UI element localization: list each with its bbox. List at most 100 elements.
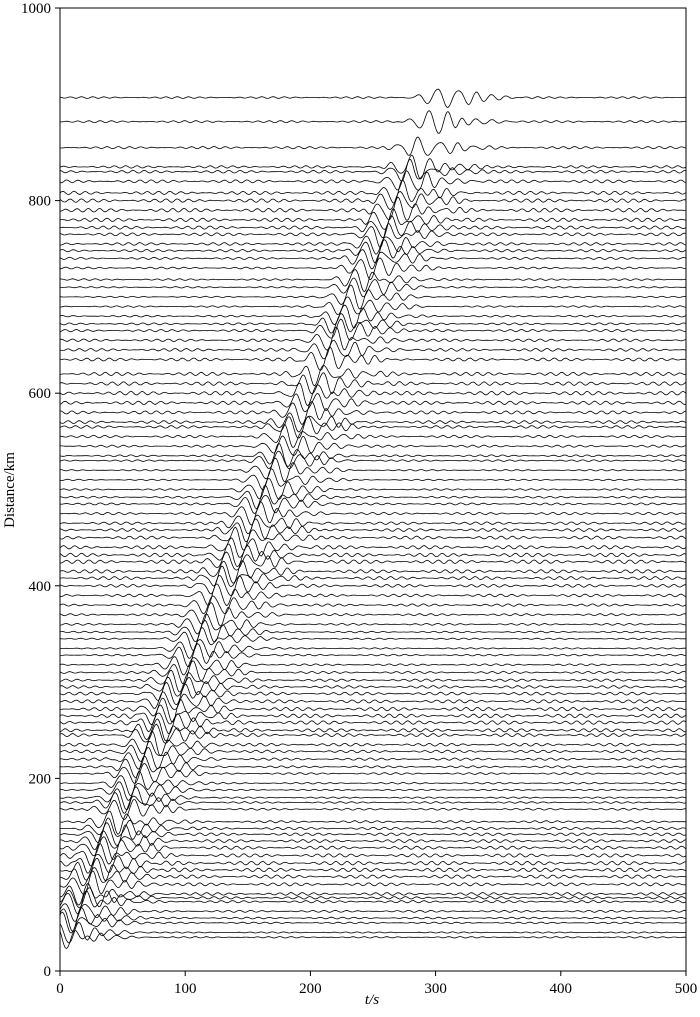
trace — [60, 457, 687, 483]
trace — [59, 792, 687, 814]
trace — [59, 196, 687, 221]
trace — [59, 798, 687, 820]
x-tick-label: 100 — [174, 981, 197, 997]
trace — [59, 501, 687, 526]
trace — [59, 191, 687, 210]
trace — [59, 660, 687, 685]
trace — [59, 543, 687, 568]
trace — [59, 416, 687, 439]
trace — [59, 669, 687, 693]
trace — [59, 88, 687, 108]
trace — [59, 575, 687, 597]
trace — [59, 412, 687, 433]
trace — [60, 697, 687, 723]
trace — [59, 595, 687, 615]
trace — [59, 911, 687, 934]
trace — [60, 755, 687, 779]
trace — [59, 620, 687, 643]
trace — [59, 740, 687, 762]
x-axis-label: t/s — [365, 992, 379, 1008]
trace — [59, 786, 687, 811]
trace — [59, 883, 686, 906]
trace — [59, 853, 686, 874]
trace — [59, 551, 687, 571]
trace — [59, 239, 687, 264]
trace — [59, 159, 687, 182]
trace — [59, 627, 686, 651]
traces — [59, 88, 687, 949]
x-tick-label: 300 — [424, 981, 447, 997]
trace — [59, 723, 687, 744]
trace — [59, 613, 687, 635]
trace — [59, 313, 687, 334]
trace — [59, 346, 687, 371]
trace — [60, 296, 687, 316]
trace — [60, 747, 686, 770]
trace — [59, 484, 686, 510]
trace — [59, 730, 687, 757]
y-tick-label: 0 — [44, 964, 52, 980]
trace — [60, 781, 687, 801]
y-tick-label: 800 — [29, 194, 52, 210]
trace — [59, 681, 687, 706]
trace — [59, 326, 687, 351]
trace — [59, 318, 687, 341]
trace — [59, 382, 687, 407]
trace — [59, 691, 686, 710]
trace — [59, 770, 687, 796]
trace — [59, 269, 687, 293]
trace — [59, 339, 687, 360]
trace — [59, 867, 687, 887]
x-tick-label: 0 — [56, 981, 64, 997]
trace — [60, 401, 687, 425]
x-tick-label: 400 — [550, 981, 573, 997]
trace — [59, 903, 687, 922]
trace — [59, 179, 687, 204]
x-tick-label: 200 — [299, 981, 322, 997]
trace — [60, 830, 687, 851]
y-tick-label: 1000 — [21, 1, 51, 17]
trace — [59, 656, 687, 676]
trace — [59, 712, 687, 735]
trace — [59, 284, 687, 310]
trace — [59, 424, 686, 448]
trace — [59, 518, 686, 543]
trace — [59, 583, 687, 606]
trace — [59, 676, 687, 697]
trace — [59, 494, 686, 514]
trace — [59, 822, 687, 846]
trace — [59, 858, 687, 882]
trace — [59, 887, 687, 909]
trace — [59, 277, 686, 298]
trace — [59, 393, 687, 413]
y-tick-label: 200 — [29, 771, 52, 787]
trace — [59, 537, 687, 558]
trace — [59, 810, 687, 835]
trace — [59, 643, 687, 668]
trace — [59, 208, 687, 230]
trace — [59, 257, 686, 281]
trace — [59, 372, 687, 395]
trace — [59, 602, 687, 627]
trace — [59, 836, 687, 860]
trace — [59, 154, 687, 180]
trace — [59, 870, 687, 895]
x-tick-label: 500 — [675, 981, 698, 997]
trace — [59, 468, 687, 491]
trace — [59, 930, 686, 949]
trace — [59, 565, 687, 587]
trace — [60, 435, 687, 456]
trace — [59, 704, 687, 726]
trace — [59, 304, 687, 329]
trace — [59, 526, 687, 551]
trace — [59, 215, 687, 239]
trace — [59, 450, 687, 470]
trace — [59, 842, 687, 867]
trace — [59, 136, 687, 156]
trace — [59, 235, 687, 255]
trace — [59, 170, 687, 191]
trace — [59, 890, 687, 915]
y-axis-label: Distance/km — [2, 452, 18, 528]
trace — [59, 478, 687, 500]
